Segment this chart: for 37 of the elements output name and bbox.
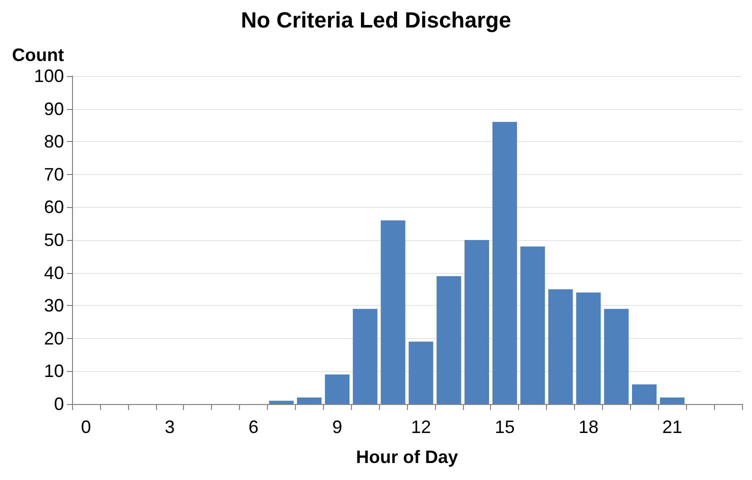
y-tick-label: 90 <box>44 98 64 119</box>
x-tick-label: 18 <box>578 417 598 437</box>
y-axis-title: Count <box>12 45 64 65</box>
x-tick-label: 6 <box>248 417 258 437</box>
bar <box>660 397 684 404</box>
y-tick-label: 10 <box>44 361 64 382</box>
bar <box>604 308 629 404</box>
chart-title: No Criteria Led Discharge <box>240 8 512 32</box>
x-tick-label: 21 <box>662 417 682 437</box>
bar <box>380 220 406 404</box>
bar <box>520 246 545 404</box>
bar <box>492 122 517 404</box>
x-axis-title: Hour of Day <box>356 447 458 467</box>
x-tick-label: 0 <box>80 417 91 437</box>
y-tick-label: 60 <box>44 197 64 218</box>
y-tick-label: 70 <box>44 164 64 184</box>
y-tick-label: 40 <box>44 262 64 283</box>
bar <box>408 342 434 404</box>
bar <box>548 289 573 404</box>
y-tick-label: 0 <box>54 394 64 414</box>
bar <box>352 308 378 404</box>
x-tick-label: 15 <box>494 417 515 437</box>
y-tick-label: 20 <box>44 328 64 348</box>
bar <box>269 400 294 404</box>
bar <box>297 397 322 404</box>
bar <box>464 240 490 404</box>
bar <box>324 374 350 404</box>
x-tick-label: 12 <box>410 417 431 437</box>
y-tick-label: 50 <box>44 230 64 250</box>
y-tick-label: 100 <box>34 66 64 86</box>
y-tick-label: 30 <box>44 296 64 316</box>
y-tick-label: 80 <box>44 132 64 152</box>
bar <box>436 276 462 404</box>
x-tick-label: 9 <box>332 417 342 437</box>
x-tick-label: 3 <box>164 417 175 437</box>
bar <box>632 384 657 404</box>
bar <box>576 292 601 404</box>
